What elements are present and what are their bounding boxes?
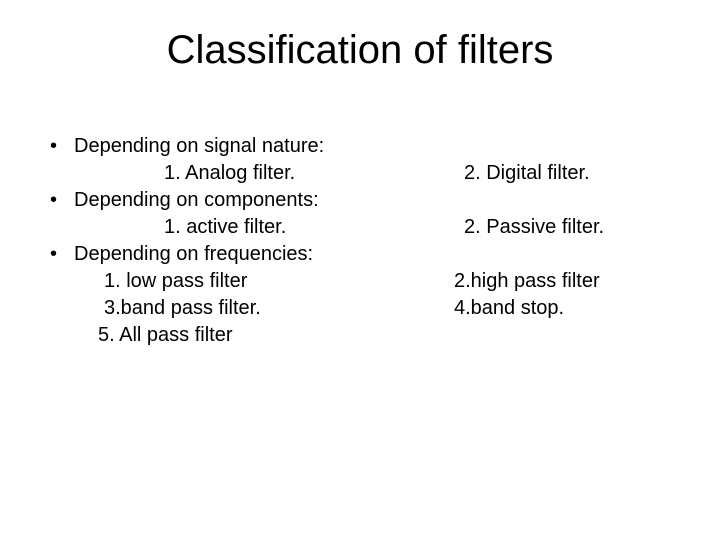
item-left: 1. active filter.: [74, 214, 286, 241]
item-right: 2.high pass filter: [454, 270, 600, 292]
slide-body: Depending on signal nature: 1. Analog fi…: [40, 133, 680, 349]
bullet-list: Depending on signal nature: 1. Analog fi…: [50, 133, 680, 349]
row-left: 3.band pass filter.: [74, 295, 454, 322]
bullet-heading: Depending on frequencies:: [74, 243, 313, 265]
item-right: 2. Digital filter.: [464, 162, 590, 184]
bullet-row: 1. Analog filter. 2. Digital filter.: [74, 160, 680, 187]
bullet-heading: Depending on signal nature:: [74, 135, 324, 157]
row-right: 2. Passive filter.: [464, 214, 604, 241]
bullet-frequencies: Depending on frequencies: 1. low pass fi…: [50, 241, 680, 349]
bullet-row: 5. All pass filter: [74, 322, 680, 349]
item-left: 1. low pass filter: [74, 268, 247, 295]
item-left: 3.band pass filter.: [74, 295, 261, 322]
row-right: 4.band stop.: [454, 295, 564, 322]
bullet-heading: Depending on components:: [74, 189, 319, 211]
row-right: 2.high pass filter: [454, 268, 600, 295]
bullet-signal-nature: Depending on signal nature: 1. Analog fi…: [50, 133, 680, 187]
slide: Classification of filters Depending on s…: [0, 0, 720, 540]
row-left: 1. Analog filter.: [74, 160, 464, 187]
item-right: 4.band stop.: [454, 297, 564, 319]
bullet-row: 1. active filter. 2. Passive filter.: [74, 214, 680, 241]
item-left: 1. Analog filter.: [74, 160, 295, 187]
item-right: 2. Passive filter.: [464, 216, 604, 238]
bullet-components: Depending on components: 1. active filte…: [50, 187, 680, 241]
row-left: 5. All pass filter: [74, 322, 233, 349]
row-right: 2. Digital filter.: [464, 160, 590, 187]
item-left: 5. All pass filter: [74, 322, 233, 349]
slide-title: Classification of filters: [40, 28, 680, 73]
bullet-row: 1. low pass filter 2.high pass filter: [74, 268, 680, 295]
bullet-row: 3.band pass filter. 4.band stop.: [74, 295, 680, 322]
row-left: 1. low pass filter: [74, 268, 454, 295]
row-left: 1. active filter.: [74, 214, 464, 241]
